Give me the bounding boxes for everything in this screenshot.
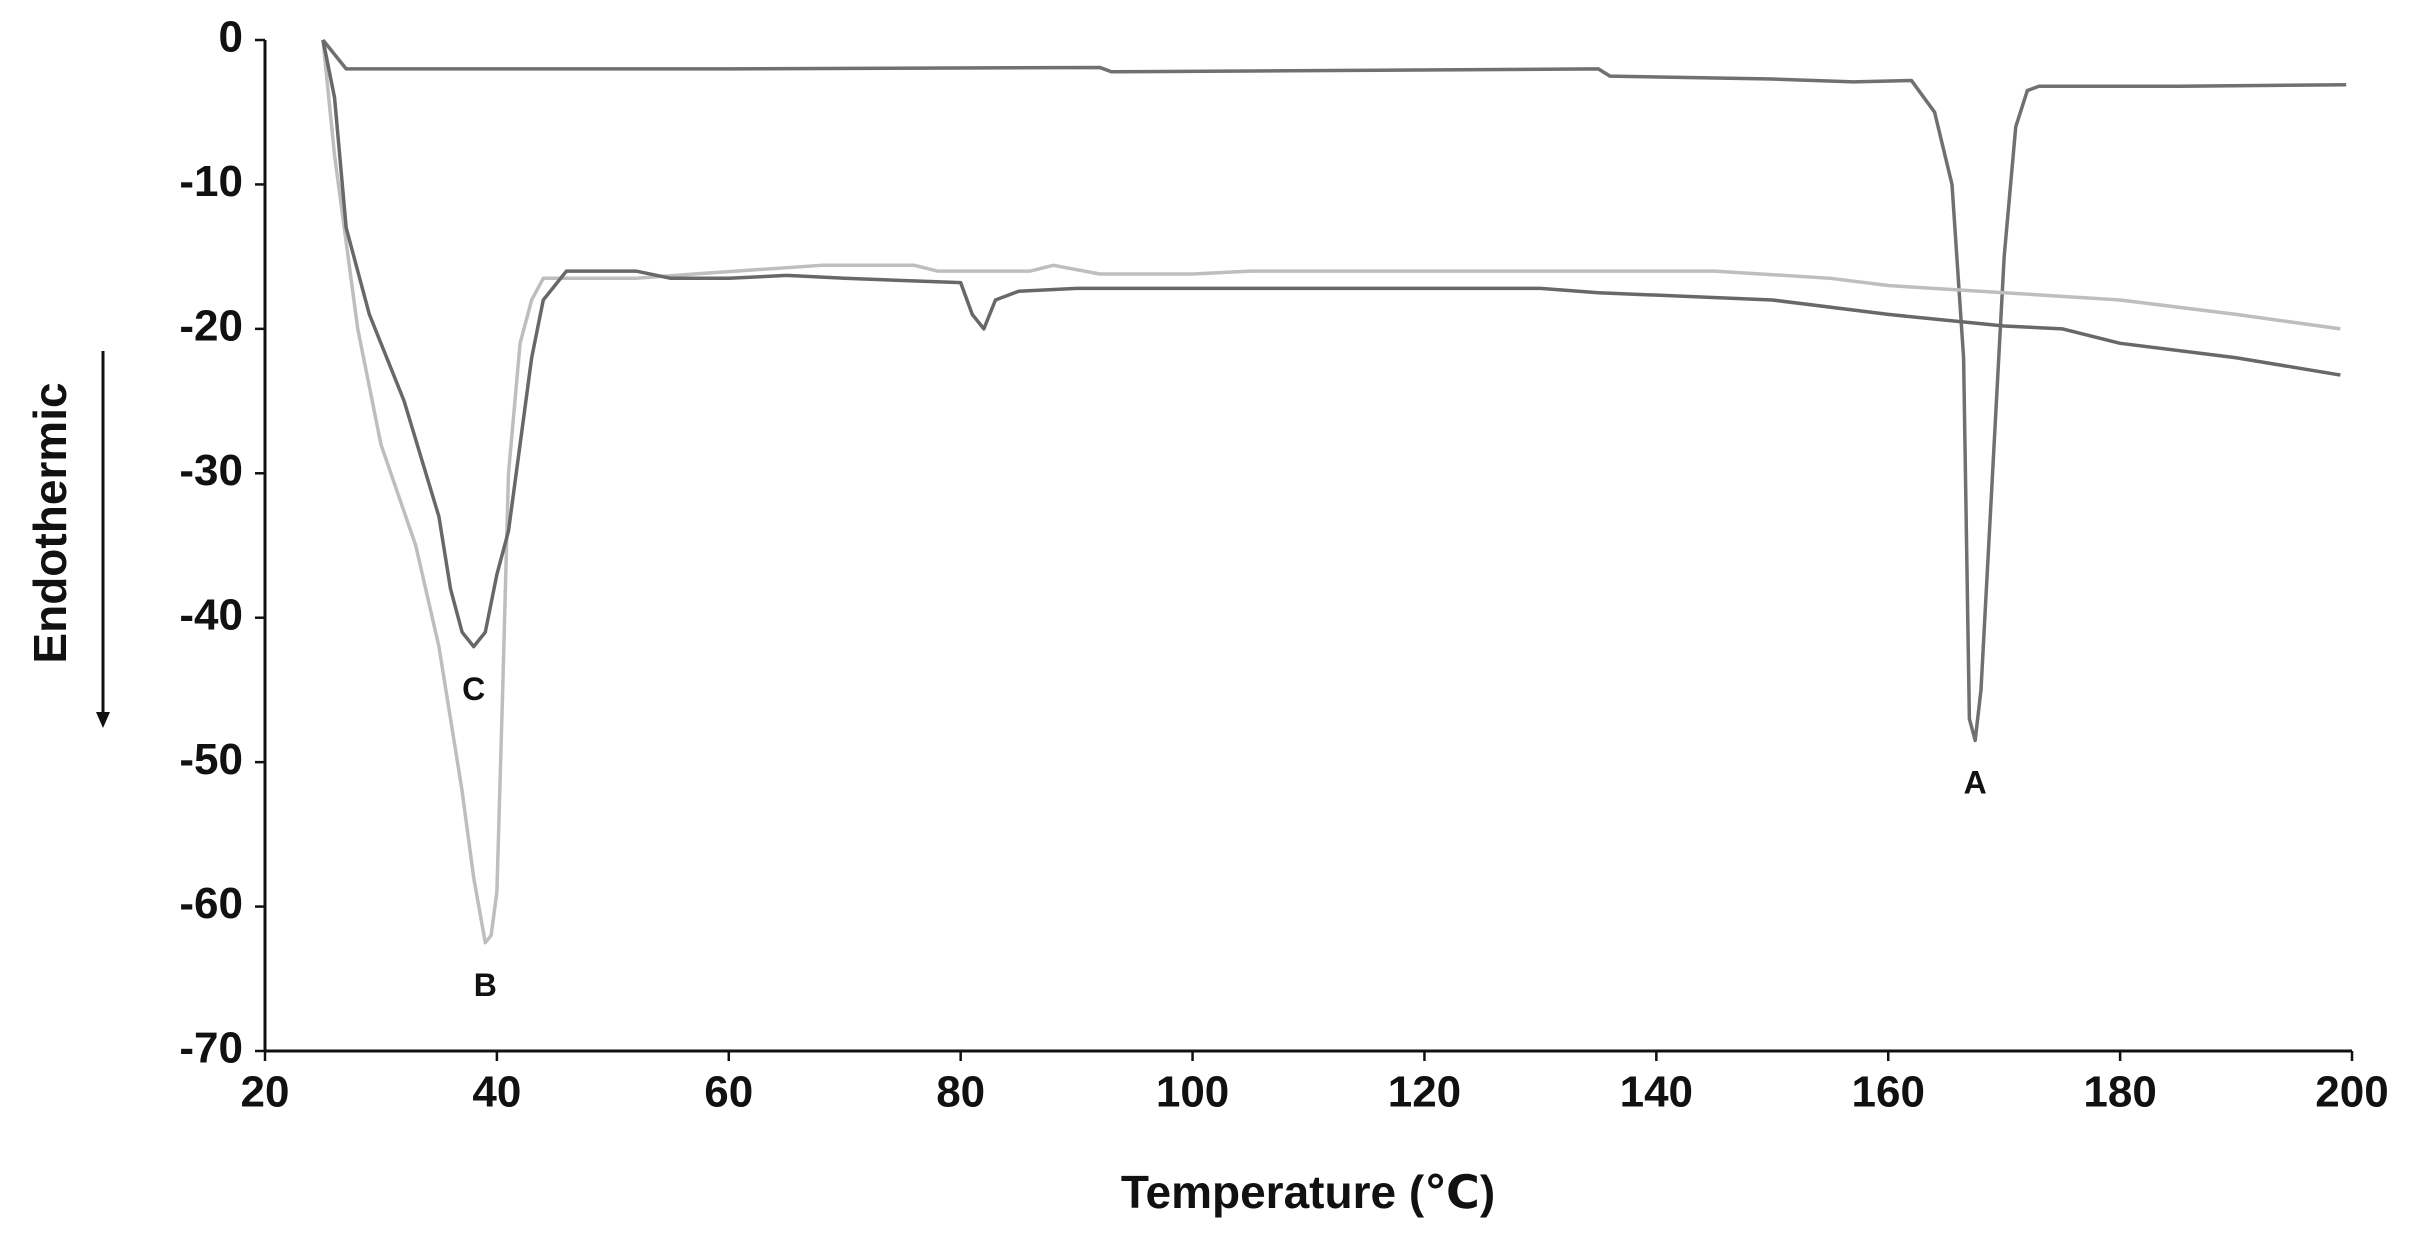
x-axis-title: Temperature (℃) (1121, 1166, 1495, 1218)
y-tick-label: -60 (179, 879, 243, 928)
x-tick-label: 20 (241, 1068, 290, 1117)
series-label: C (462, 671, 485, 707)
y-tick-label: -70 (179, 1024, 243, 1073)
y-tick-label: -40 (179, 590, 243, 639)
y-tick-label: -50 (179, 735, 243, 784)
series-label: B (474, 967, 497, 1003)
y-axis-title: Endothermic (24, 382, 76, 663)
x-tick-label: 140 (1620, 1068, 1693, 1117)
x-tick-label: 100 (1156, 1068, 1229, 1117)
data-line (321, 39, 2341, 945)
x-tick-label: 60 (704, 1068, 753, 1117)
x-tick-label: 200 (2315, 1068, 2388, 1117)
y-tick-label: -20 (179, 301, 243, 350)
y-tick-label: -30 (179, 446, 243, 495)
data-line (321, 38, 2347, 743)
y-tick-label: -10 (179, 157, 243, 206)
x-tick-label: 80 (936, 1068, 985, 1117)
y-tick-label: 0 (219, 13, 243, 62)
x-tick-label: 160 (1852, 1068, 1925, 1117)
y-arrow-head (96, 712, 110, 728)
series-label: A (1964, 765, 1987, 801)
x-tick-label: 120 (1388, 1068, 1461, 1117)
x-tick-label: 40 (472, 1068, 521, 1117)
x-tick-label: 180 (2083, 1068, 2156, 1117)
data-line (321, 39, 2341, 649)
